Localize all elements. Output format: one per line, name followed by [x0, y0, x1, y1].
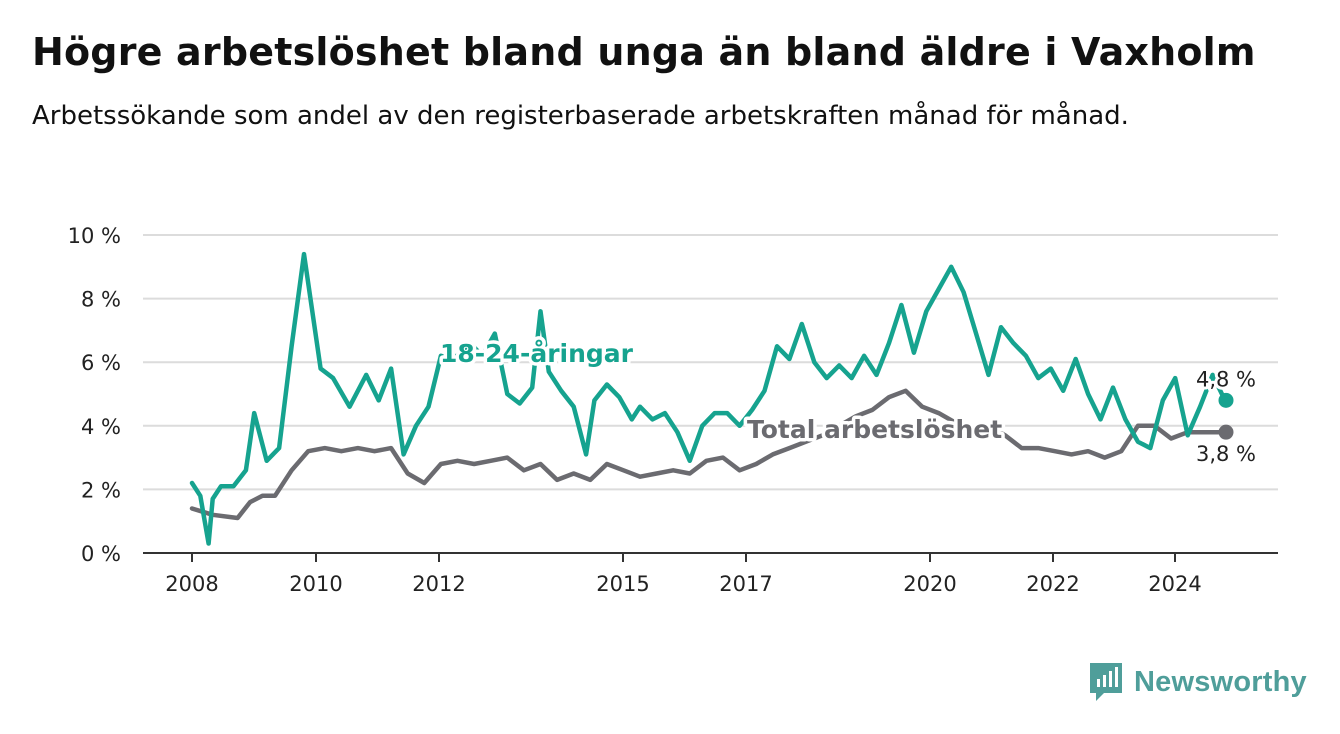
brand-logo: Newsworthy	[1088, 661, 1307, 703]
y-tick-label: 4 %	[81, 415, 121, 439]
x-tick-label: 2022	[1026, 572, 1079, 596]
x-tick-label: 2024	[1148, 572, 1201, 596]
series-line	[189, 388, 1228, 521]
y-tick-label: 8 %	[81, 288, 121, 312]
series-end-point	[1218, 392, 1234, 408]
chart-title: Högre arbetslöshet bland unga än bland ä…	[32, 30, 1256, 74]
series-labels: 18-24-åringar Total arbetslöshet 4,8 % 3,8 …	[437, 336, 1260, 470]
series-end-label: 4,8 %	[1196, 367, 1256, 391]
series-line	[189, 251, 1228, 546]
y-tick-label: 6 %	[81, 351, 121, 375]
y-tick-label: 10 %	[68, 224, 121, 248]
x-tick-label: 2010	[289, 572, 342, 596]
series-label: 18-24-åringar	[440, 339, 634, 368]
x-axis-ticks: 2008 2010 2012 2015 2017 2020 2022 2024	[165, 553, 1202, 596]
series-label: Total arbetslöshet	[747, 415, 1002, 444]
y-axis-ticks: 0 % 2 % 4 % 6 % 8 % 10 %	[68, 224, 121, 566]
series-end-point	[1218, 424, 1234, 440]
brand-name: Newsworthy	[1134, 665, 1307, 698]
x-tick-label: 2020	[903, 572, 956, 596]
y-tick-label: 0 %	[81, 542, 121, 566]
chart-subtitle: Arbetssökande som andel av den registerb…	[32, 101, 1129, 131]
series-lines	[189, 251, 1228, 546]
gridlines	[143, 234, 1278, 554]
y-tick-label: 2 %	[81, 478, 121, 502]
x-tick-label: 2017	[719, 572, 772, 596]
x-tick-label: 2015	[596, 572, 649, 596]
newsworthy-logo-icon	[1090, 663, 1122, 701]
x-tick-label: 2008	[165, 572, 218, 596]
x-tick-label: 2012	[412, 572, 465, 596]
series-end-label: 3,8 %	[1196, 442, 1256, 466]
